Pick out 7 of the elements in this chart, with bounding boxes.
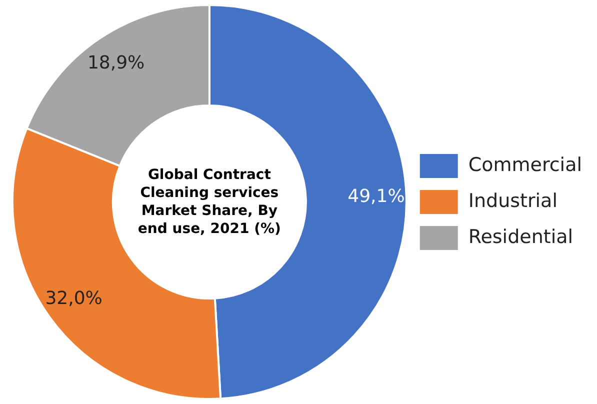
data-label: 32,0% bbox=[45, 288, 102, 309]
data-label: 49,1% bbox=[348, 186, 405, 207]
text: Global Contract Cleaning services Market Share, By end use, 2021 (%) bbox=[136, 166, 282, 238]
legend-label: Commercial bbox=[468, 154, 582, 176]
legend-label: Industrial bbox=[468, 190, 558, 212]
data-label: 18,9% bbox=[87, 52, 145, 74]
legend-label: Residential bbox=[468, 226, 574, 248]
